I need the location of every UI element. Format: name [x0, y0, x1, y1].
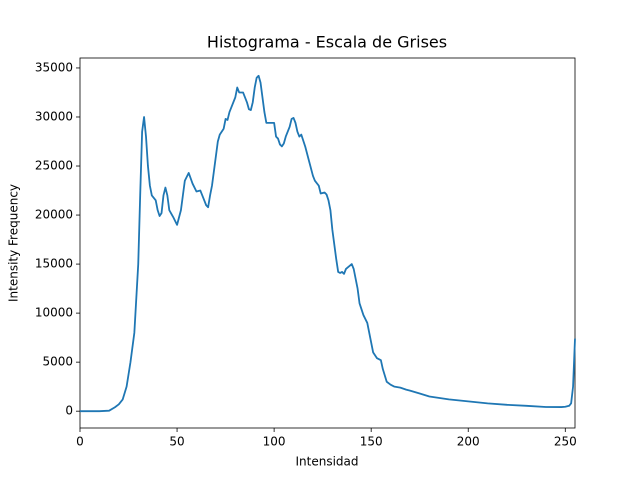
- y-tick-label: 0: [65, 404, 73, 418]
- y-tick-label: 10000: [35, 306, 73, 320]
- x-axis-label: Intensidad: [295, 455, 358, 469]
- y-axis-label: Intensity Frequency: [7, 184, 21, 302]
- x-tick-label: 150: [360, 435, 383, 449]
- x-tick-label: 250: [554, 435, 577, 449]
- series-line: [80, 74, 576, 413]
- x-tick-label: 50: [169, 435, 184, 449]
- y-tick-label: 15000: [35, 257, 73, 271]
- y-tick-label: 35000: [35, 60, 73, 74]
- y-tick-label: 5000: [42, 355, 73, 369]
- y-tick-label: 25000: [35, 159, 73, 173]
- axes-frame: [79, 57, 576, 429]
- y-tick-label: 20000: [35, 208, 73, 222]
- chart-title: Histograma - Escala de Grises: [207, 33, 447, 52]
- x-tick-label: 0: [76, 435, 84, 449]
- y-tick-label: 30000: [35, 109, 73, 123]
- x-tick-label: 200: [457, 435, 480, 449]
- x-tick-label: 100: [263, 435, 286, 449]
